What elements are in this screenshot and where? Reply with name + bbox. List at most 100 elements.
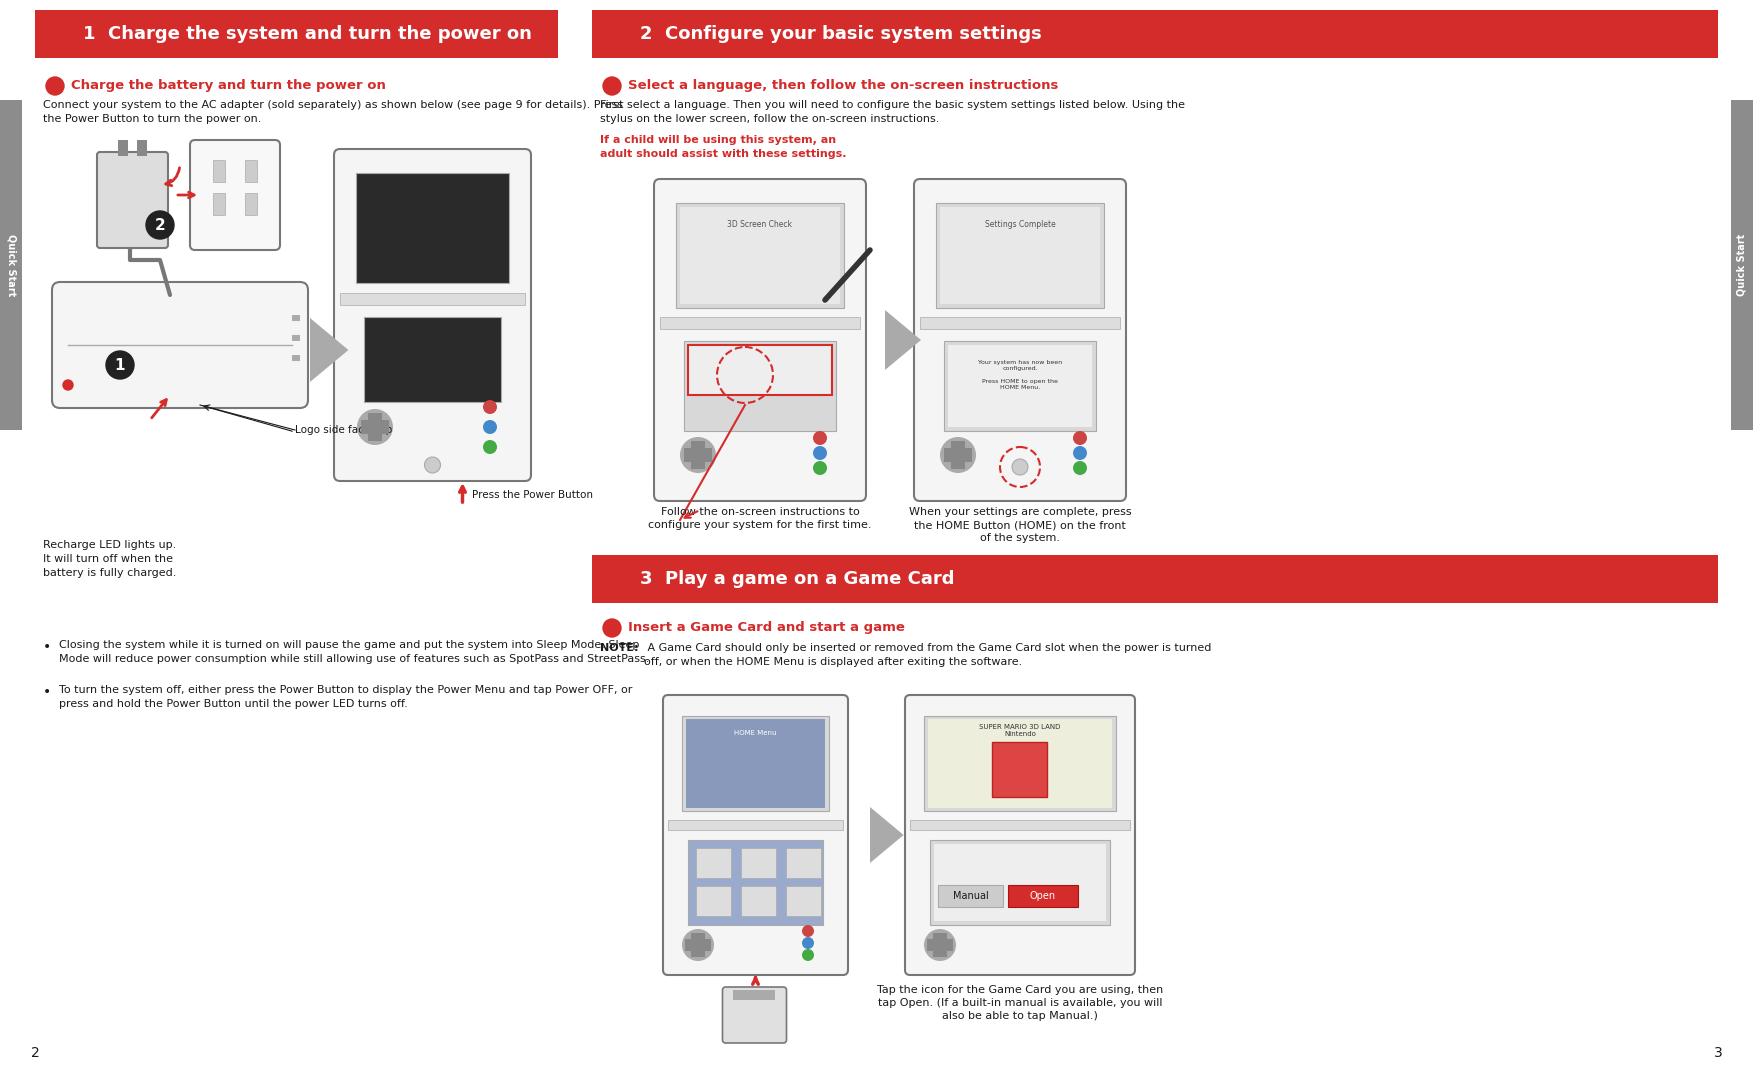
Circle shape (358, 409, 393, 445)
Bar (687, 345, 833, 395)
FancyBboxPatch shape (654, 179, 866, 501)
Bar (356, 173, 508, 283)
Text: Tap the icon for the Game Card you are using, then
tap Open. (If a built-in manu: Tap the icon for the Game Card you are u… (876, 985, 1164, 1022)
Text: 3: 3 (1714, 1047, 1723, 1059)
Polygon shape (885, 310, 920, 370)
Text: 3  Play a game on a Game Card: 3 Play a game on a Game Card (640, 570, 954, 588)
Text: Press the Power Button: Press the Power Button (473, 490, 594, 500)
Bar (245, 193, 258, 215)
Circle shape (803, 949, 813, 961)
Text: Quick Start: Quick Start (1737, 234, 1748, 296)
Text: SUPER MARIO 3D LAND
Nintendo: SUPER MARIO 3D LAND Nintendo (980, 724, 1061, 738)
Bar (365, 318, 501, 402)
Circle shape (484, 440, 498, 454)
Text: A Game Card should only be inserted or removed from the Game Card slot when the : A Game Card should only be inserted or r… (643, 643, 1211, 667)
Bar (934, 843, 1106, 921)
Bar (742, 848, 777, 878)
Circle shape (484, 400, 498, 414)
Bar (927, 939, 954, 951)
Bar (293, 315, 300, 321)
Circle shape (924, 929, 955, 961)
Bar (687, 840, 822, 924)
Text: Your system has now been
configured.

Press HOME to open the
HOME Menu.: Your system has now been configured. Pre… (978, 360, 1062, 390)
FancyBboxPatch shape (53, 282, 309, 408)
Bar (945, 341, 1096, 431)
Bar (659, 318, 861, 329)
Circle shape (813, 446, 827, 460)
Bar (691, 933, 705, 957)
Circle shape (1073, 431, 1087, 445)
Text: 3D Screen Check: 3D Screen Check (727, 220, 792, 229)
Text: Quick Start: Quick Start (5, 234, 16, 296)
Text: •: • (44, 640, 51, 654)
Text: Manual: Manual (952, 891, 989, 901)
Bar (910, 820, 1131, 831)
Text: Recharge LED lights up.
It will turn off when the
battery is fully charged.: Recharge LED lights up. It will turn off… (44, 540, 177, 578)
Circle shape (680, 437, 715, 473)
Text: NOTE:: NOTE: (600, 643, 638, 653)
Bar (684, 448, 712, 462)
Bar (785, 886, 820, 916)
Circle shape (603, 619, 621, 637)
Circle shape (424, 457, 440, 473)
Bar (1730, 100, 1753, 430)
Bar (785, 848, 820, 878)
Circle shape (603, 77, 621, 95)
Circle shape (803, 937, 813, 949)
Bar (933, 933, 947, 957)
Circle shape (682, 929, 713, 961)
Text: Follow the on-screen instructions to
configure your system for the first time.: Follow the on-screen instructions to con… (649, 507, 871, 530)
Text: 2: 2 (30, 1047, 39, 1059)
Text: 1  Charge the system and turn the power on: 1 Charge the system and turn the power o… (82, 25, 531, 43)
FancyBboxPatch shape (905, 696, 1134, 975)
Bar (948, 345, 1092, 427)
Bar (924, 716, 1117, 811)
Bar (35, 10, 557, 58)
Circle shape (813, 431, 827, 445)
Polygon shape (869, 807, 903, 863)
Text: 2  Configure your basic system settings: 2 Configure your basic system settings (640, 25, 1041, 43)
Text: Settings Complete: Settings Complete (985, 220, 1055, 229)
Text: Connect your system to the AC adapter (sold separately) as shown below (see page: Connect your system to the AC adapter (s… (44, 100, 622, 124)
Bar (245, 160, 258, 183)
Bar (938, 885, 1003, 907)
Text: Insert a Game Card and start a game: Insert a Game Card and start a game (628, 621, 905, 634)
Circle shape (63, 380, 74, 390)
Text: To turn the system off, either press the Power Button to display the Power Menu : To turn the system off, either press the… (60, 685, 633, 708)
FancyBboxPatch shape (663, 696, 848, 975)
Circle shape (145, 211, 174, 239)
Bar (992, 742, 1047, 797)
Text: First select a language. Then you will need to configure the basic system settin: First select a language. Then you will n… (600, 100, 1185, 124)
Circle shape (803, 924, 813, 937)
Circle shape (46, 77, 65, 95)
Bar (1008, 885, 1078, 907)
FancyBboxPatch shape (189, 140, 280, 249)
Bar (214, 160, 224, 183)
Bar (368, 413, 382, 441)
Bar (696, 886, 731, 916)
Circle shape (1073, 446, 1087, 460)
Text: Charge the battery and turn the power on: Charge the battery and turn the power on (72, 80, 386, 93)
Bar (950, 441, 964, 469)
Bar (927, 719, 1111, 808)
Text: Select a language, then follow the on-screen instructions: Select a language, then follow the on-sc… (628, 80, 1059, 93)
Text: 2: 2 (154, 217, 165, 232)
Bar (685, 719, 826, 808)
Bar (214, 193, 224, 215)
Bar (293, 335, 300, 341)
Bar (677, 203, 843, 308)
Text: Logo side faces up: Logo side faces up (295, 426, 393, 435)
Circle shape (940, 437, 976, 473)
FancyBboxPatch shape (913, 179, 1125, 501)
Bar (733, 990, 775, 1000)
FancyBboxPatch shape (722, 987, 787, 1043)
Text: •: • (44, 685, 51, 699)
Text: 1: 1 (114, 357, 124, 373)
Polygon shape (310, 318, 349, 382)
Bar (682, 716, 829, 811)
Bar (945, 448, 971, 462)
Bar (361, 420, 389, 434)
Circle shape (1011, 459, 1027, 475)
Bar (936, 203, 1104, 308)
Bar (293, 355, 300, 361)
